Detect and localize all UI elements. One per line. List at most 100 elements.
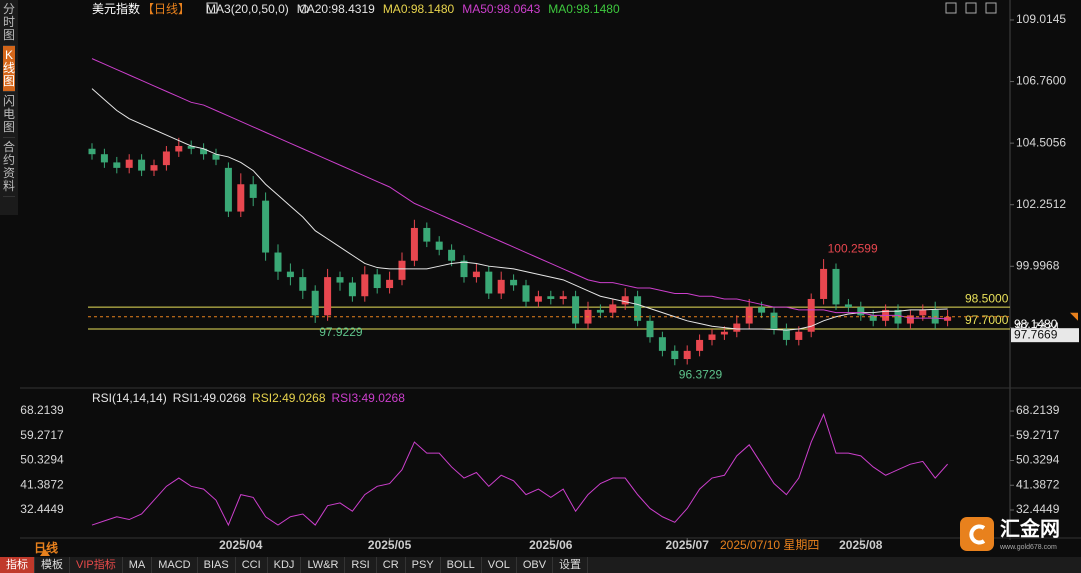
x-tick-label: 2025/08	[839, 538, 883, 552]
candle-body	[88, 148, 96, 155]
side-tab[interactable]: K线图	[3, 46, 15, 92]
candle-body	[311, 290, 319, 316]
y-tick-label: 32.4449	[20, 502, 64, 516]
candle-body	[658, 337, 666, 351]
candle-body	[857, 307, 865, 316]
indicator-tab[interactable]: BIAS	[198, 557, 236, 573]
indicator-tab[interactable]: PSY	[406, 557, 441, 573]
candle-body	[249, 184, 257, 198]
indicator-tab[interactable]: VIP指标	[70, 557, 123, 573]
indicator-tab[interactable]: CR	[377, 557, 406, 573]
candle-body	[336, 277, 344, 283]
candle-body	[138, 159, 146, 171]
arrow	[40, 549, 50, 556]
candle-body	[795, 331, 803, 340]
logo-url: www.gold678.com	[999, 544, 1057, 551]
indicator-tab[interactable]: BOLL	[441, 557, 482, 573]
indicator-tab[interactable]: 指标	[0, 557, 35, 573]
candle-body	[237, 184, 245, 212]
icon[interactable]	[945, 2, 957, 14]
candle-body	[460, 260, 468, 278]
candle-body	[262, 200, 270, 253]
candle-body	[572, 296, 580, 324]
candle-body	[175, 146, 183, 152]
x-tick-label: 2025/07	[666, 538, 710, 552]
y-tick-label: 41.3872	[20, 477, 64, 491]
candle-body	[522, 285, 530, 302]
legend-entry: RSI3:49.0268	[332, 391, 406, 405]
indicator-tab[interactable]: KDJ	[268, 557, 302, 573]
y-tick-label: 59.2717	[1016, 428, 1060, 442]
candle-body	[559, 296, 567, 299]
candle-body	[807, 298, 815, 332]
candle-body	[373, 274, 381, 289]
side-tab[interactable]: 闪电图	[3, 92, 15, 138]
icon[interactable]	[965, 2, 977, 14]
legend-entry: MA0:98.1480	[383, 2, 455, 16]
chart: 日线 汇金网 www.gold678.com 美元指数 【日线】 MA3(20,0,…	[20, 0, 1081, 556]
candle-body	[634, 296, 642, 321]
candle-body	[187, 146, 195, 149]
candle-body	[510, 279, 518, 286]
candle-body	[423, 227, 431, 242]
y-tick-label: 68.2139	[1016, 403, 1060, 417]
logo-icon	[960, 517, 994, 551]
candle-body	[770, 312, 778, 330]
candle-body	[410, 227, 418, 261]
candle-body	[435, 241, 443, 250]
indicator-tab[interactable]: CCI	[236, 557, 268, 573]
candle-body	[646, 320, 654, 338]
indicator-tab[interactable]: VOL	[482, 557, 517, 573]
indicator-tab[interactable]: 设置	[553, 557, 589, 573]
legend-entry: MA50:98.0643	[462, 2, 540, 16]
icon[interactable]	[985, 2, 997, 14]
crosshair-date: 2025/07/10 星期四	[720, 538, 819, 552]
candle-body	[844, 304, 852, 308]
ma-line	[91, 88, 948, 331]
candle-body	[274, 252, 282, 272]
candle-body	[200, 148, 208, 155]
candle-body	[150, 165, 158, 171]
legend-entry: RSI(14,14,14)	[92, 391, 167, 405]
candle-body	[324, 277, 332, 316]
icon[interactable]	[206, 2, 218, 14]
y-tick-label: 104.5056	[1016, 135, 1066, 149]
candle-body	[485, 271, 493, 294]
h-line-label: 97.7000	[965, 313, 1009, 327]
icon[interactable]	[299, 4, 309, 14]
x-tick-label: 2025/05	[368, 538, 412, 552]
candle-body	[113, 162, 121, 168]
candle-body	[224, 167, 232, 212]
indicator-tab[interactable]: MA	[123, 557, 153, 573]
candle-body	[286, 271, 294, 278]
side-tab[interactable]: 分时图	[3, 0, 15, 46]
candle-body	[671, 350, 679, 360]
last-price-flag	[1070, 312, 1078, 321]
crosshair-box	[1011, 328, 1079, 343]
candle-body	[869, 315, 877, 321]
y-tick-label: 59.2717	[20, 428, 64, 442]
chart-title: 美元指数	[92, 1, 140, 16]
candle-body	[212, 154, 220, 160]
candle-body	[534, 296, 542, 302]
candle-body	[299, 277, 307, 291]
y-tick-label: 50.3294	[1016, 453, 1060, 467]
y-tick-label: 109.0145	[1016, 12, 1066, 26]
indicator-tab[interactable]: MACD	[152, 557, 198, 573]
tab-bar: 指标 模板 VIP指标 MA MACD BIAS CCI KDJ LW&R RSI CR PSY BOL…	[0, 557, 1081, 573]
candle-body	[547, 296, 555, 299]
indicator-tab[interactable]: OBV	[517, 557, 554, 573]
indicator-tab[interactable]: 模板	[35, 557, 70, 573]
h-line-label: 98.5000	[965, 291, 1009, 305]
y-tick-label: 99.9968	[1016, 258, 1060, 272]
side-tab[interactable]: 合约资料	[3, 138, 15, 197]
indicator-tab[interactable]: RSI	[345, 557, 377, 573]
indicator-tab[interactable]: LW&R	[301, 557, 346, 573]
extreme-label: 96.3729	[679, 367, 723, 381]
timeframe[interactable]: 日线	[34, 540, 58, 555]
candle-body	[621, 296, 629, 305]
candle-body	[720, 331, 728, 335]
legend-entry: RSI2:49.0268	[252, 391, 326, 405]
candle-body	[497, 279, 505, 294]
